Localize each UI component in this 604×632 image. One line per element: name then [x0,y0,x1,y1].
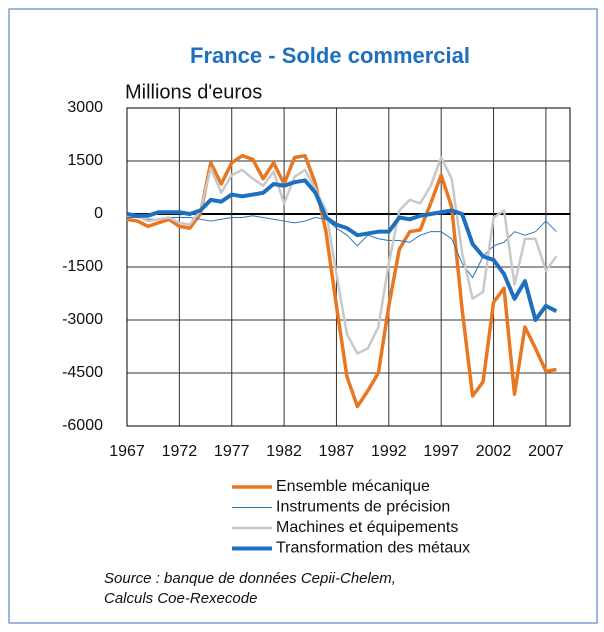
series-line [126,178,558,322]
y-tick-label: -6000 [62,417,103,434]
chart-title: France - Solde commercial [190,43,470,68]
axis-unit: Millions d'euros [125,81,262,103]
x-tick-label: 1972 [162,443,198,460]
legend-label: Instruments de précision [276,499,450,516]
frame [8,8,598,624]
x-tick-label: 1977 [214,443,250,460]
x-tick-label: 2002 [476,443,512,460]
series-line [126,153,557,409]
legend-label: Transformation des métaux [276,540,470,557]
y-tick-label: -4500 [62,364,103,381]
legend-label: Ensemble mécanique [276,478,430,495]
y-tick-label: -1500 [62,258,103,275]
source: Source : banque de données Cepii-Chelem, [104,570,396,587]
plot-frame [126,107,571,427]
x-tick-label: 1967 [109,443,145,460]
y-tick-label: 1500 [67,152,103,169]
x-tick-label: 2007 [528,443,564,460]
y-tick-label: 0 [94,205,103,222]
y-tick-label: -3000 [62,311,103,328]
legend-label: Machines et équipements [276,519,458,536]
x-tick-label: 1982 [266,443,302,460]
y-tick-label: 3000 [67,99,103,116]
x-tick-label: 1987 [319,443,355,460]
x-tick-label: 1997 [423,443,459,460]
source: Calculs Coe-Rexecode [104,590,257,607]
x-tick-label: 1992 [371,443,407,460]
series-line [127,215,557,279]
